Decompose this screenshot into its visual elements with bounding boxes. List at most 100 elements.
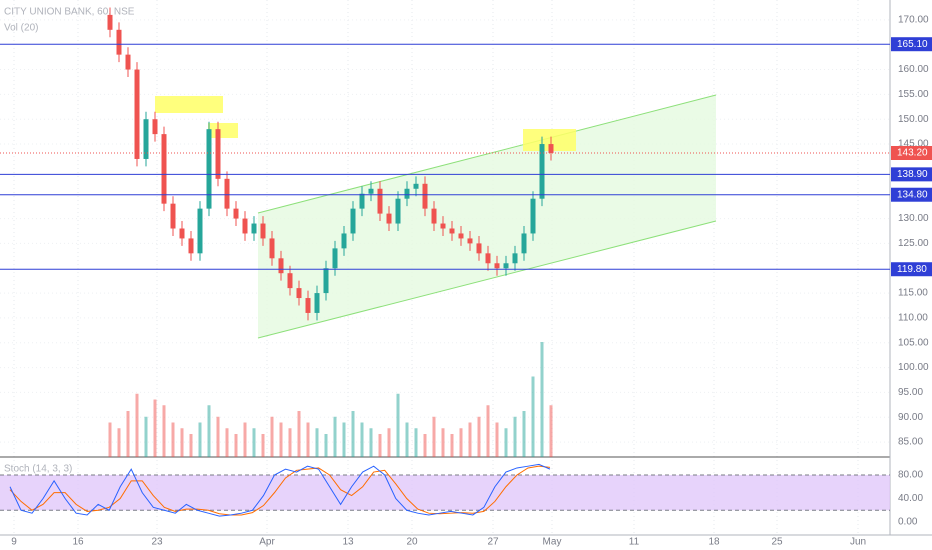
volume-bar bbox=[549, 405, 553, 457]
candle-body bbox=[251, 223, 257, 234]
x-tick-label: 27 bbox=[487, 537, 499, 548]
volume-bar bbox=[378, 434, 382, 457]
candle-body bbox=[242, 218, 248, 234]
candle-body bbox=[143, 119, 149, 159]
candle-body bbox=[476, 243, 482, 254]
candle-body bbox=[161, 134, 167, 204]
x-tick-label: May bbox=[543, 537, 562, 548]
y-tick-label: 125.00 bbox=[898, 238, 929, 249]
volume-bar bbox=[171, 422, 175, 457]
stoch-tick-label: 40.00 bbox=[898, 493, 923, 504]
y-tick-label: 105.00 bbox=[898, 337, 929, 348]
volume-bar bbox=[405, 422, 409, 457]
volume-bar bbox=[288, 428, 292, 457]
volume-bar bbox=[387, 428, 391, 457]
candle-body bbox=[485, 253, 491, 264]
channel-top bbox=[257, 94, 717, 214]
volume-bar bbox=[432, 416, 436, 457]
candle-body bbox=[224, 178, 230, 209]
candle-body bbox=[233, 208, 239, 219]
candle-body bbox=[458, 233, 464, 239]
volume-bar bbox=[189, 434, 193, 457]
volume-bar bbox=[261, 434, 265, 457]
volume-bar bbox=[126, 411, 130, 457]
volume-bar bbox=[324, 434, 328, 457]
candle-body bbox=[341, 233, 347, 249]
candle-body bbox=[494, 263, 500, 269]
y-tick-label: 95.00 bbox=[898, 387, 923, 398]
volume-bar bbox=[513, 416, 517, 457]
candle-body bbox=[404, 188, 410, 199]
volume-bar bbox=[306, 422, 310, 457]
candle-body bbox=[503, 263, 509, 269]
x-tick-label: 13 bbox=[342, 537, 354, 548]
volume-bar bbox=[315, 428, 319, 457]
volume-bar bbox=[486, 405, 490, 457]
candle-body bbox=[269, 238, 275, 259]
candle-body bbox=[350, 208, 356, 234]
y-tick-label: 100.00 bbox=[898, 362, 929, 373]
level-label: 134.80 bbox=[897, 189, 928, 200]
candle-body bbox=[548, 144, 554, 153]
candle-body bbox=[332, 248, 338, 269]
volume-bar bbox=[468, 422, 472, 457]
volume-bar bbox=[522, 411, 526, 457]
volume-bar bbox=[396, 393, 400, 457]
x-tick-label: 9 bbox=[11, 537, 17, 548]
last-price-label: 143.20 bbox=[897, 148, 928, 159]
candle-body bbox=[134, 69, 140, 159]
y-tick-label: 85.00 bbox=[898, 437, 923, 448]
y-tick-label: 150.00 bbox=[898, 114, 929, 125]
candle-body bbox=[125, 54, 131, 70]
candle-body bbox=[449, 228, 455, 234]
candle-body bbox=[530, 198, 536, 234]
x-tick-label: 25 bbox=[771, 537, 783, 548]
y-tick-label: 115.00 bbox=[898, 288, 928, 299]
volume-bar bbox=[198, 422, 202, 457]
y-tick-label: 130.00 bbox=[898, 213, 929, 224]
volume-bar bbox=[333, 416, 337, 457]
candle-body bbox=[206, 129, 212, 209]
candle-body bbox=[323, 268, 329, 294]
candle-body bbox=[152, 119, 158, 135]
x-tick-label: Jun bbox=[850, 537, 866, 548]
level-label: 119.80 bbox=[897, 264, 927, 275]
volume-bar bbox=[342, 422, 346, 457]
volume-bar bbox=[234, 434, 238, 457]
level-label: 165.10 bbox=[897, 39, 928, 50]
candle-body bbox=[116, 29, 122, 55]
candle-body bbox=[368, 188, 374, 194]
volume-bar bbox=[216, 416, 220, 457]
candle-body bbox=[386, 213, 392, 224]
volume-bar bbox=[351, 411, 355, 457]
volume-bar bbox=[225, 428, 229, 457]
volume-bar bbox=[450, 434, 454, 457]
volume-bar bbox=[135, 393, 139, 457]
channel-bottom bbox=[257, 220, 717, 339]
level-label-bg bbox=[891, 167, 932, 182]
candle-body bbox=[296, 288, 302, 299]
candle-body bbox=[197, 208, 203, 254]
highlight-box bbox=[208, 123, 238, 138]
candle-body bbox=[413, 183, 419, 189]
volume-bar bbox=[531, 376, 535, 457]
volume-bar bbox=[477, 416, 481, 457]
candle-body bbox=[539, 144, 545, 199]
volume-bar bbox=[180, 428, 184, 457]
candle-body bbox=[179, 228, 185, 239]
volume-bar bbox=[144, 416, 148, 457]
candle-body bbox=[431, 208, 437, 224]
volume-bar bbox=[252, 428, 256, 457]
volume-bar bbox=[441, 428, 445, 457]
x-tick-label: 23 bbox=[151, 537, 163, 548]
candle-body bbox=[395, 198, 401, 224]
candle-body bbox=[440, 223, 446, 229]
candle-body bbox=[215, 129, 221, 179]
highlight-box bbox=[155, 96, 223, 113]
volume-bar bbox=[117, 428, 121, 457]
volume-bar bbox=[207, 405, 211, 457]
volume-bar bbox=[153, 399, 157, 457]
candle-body bbox=[107, 14, 113, 30]
volume-bar bbox=[360, 422, 364, 457]
candle-body bbox=[305, 298, 311, 313]
